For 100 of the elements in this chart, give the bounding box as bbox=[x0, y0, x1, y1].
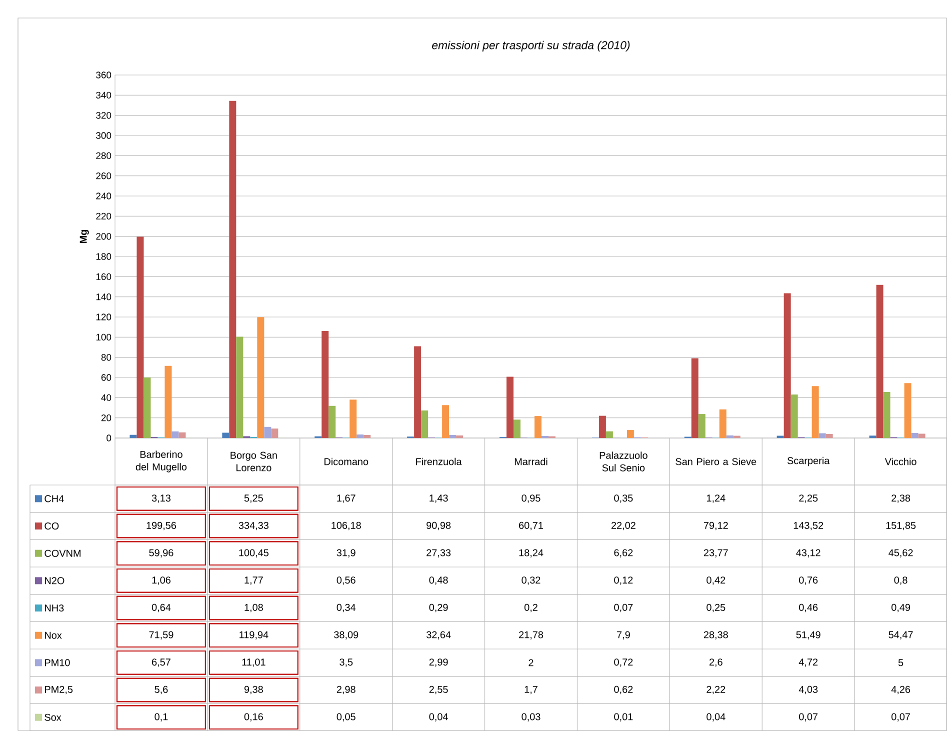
data-label: 0,35 bbox=[614, 494, 633, 503]
y-tick-label: 60 bbox=[101, 374, 112, 381]
data-label: 2 bbox=[528, 659, 534, 666]
data-label: 100,45 bbox=[239, 549, 268, 558]
y-tick-label: 280 bbox=[96, 152, 112, 160]
bar bbox=[130, 434, 137, 438]
data-label: 0,25 bbox=[706, 604, 726, 612]
data-label: 28,38 bbox=[704, 631, 728, 640]
data-label: 4,03 bbox=[798, 686, 818, 694]
y-tick-label: 200 bbox=[96, 232, 112, 240]
data-label: 334,33 bbox=[238, 522, 268, 530]
bar bbox=[414, 346, 422, 438]
data-label: 0,42 bbox=[706, 576, 726, 585]
bar bbox=[222, 432, 230, 438]
y-tick-label: 160 bbox=[96, 273, 112, 280]
bar bbox=[542, 436, 549, 438]
bar bbox=[449, 434, 456, 438]
y-tick-label: 240 bbox=[96, 192, 112, 200]
data-label: 0,12 bbox=[614, 576, 633, 585]
data-label: 2,98 bbox=[336, 686, 356, 694]
bar bbox=[322, 330, 329, 438]
data-label: 2,25 bbox=[799, 494, 818, 503]
y-axis-title: Mg bbox=[80, 230, 89, 244]
data-label: 4,72 bbox=[798, 658, 818, 667]
bar bbox=[698, 414, 706, 438]
data-label: 143,52 bbox=[794, 522, 824, 530]
data-label: 31,9 bbox=[336, 549, 356, 558]
bar bbox=[456, 435, 464, 438]
bar bbox=[784, 293, 791, 438]
data-label: 43,12 bbox=[796, 549, 820, 558]
x-tick-label: Dicomano bbox=[324, 458, 368, 466]
y-tick-label: 300 bbox=[96, 132, 112, 139]
bar bbox=[136, 236, 144, 438]
data-label: 1,67 bbox=[337, 494, 356, 503]
data-label: 0,01 bbox=[614, 713, 633, 722]
data-label: 0,48 bbox=[429, 576, 448, 585]
bar bbox=[826, 434, 833, 438]
legend-label: Sox bbox=[44, 714, 62, 721]
bar bbox=[790, 394, 798, 438]
legend-label: PM10 bbox=[45, 659, 70, 666]
data-label: 4,26 bbox=[891, 686, 910, 694]
y-tick-label: 140 bbox=[96, 293, 112, 300]
data-label: 6,57 bbox=[152, 658, 170, 667]
data-label: 59,96 bbox=[149, 549, 174, 558]
data-label: 1,43 bbox=[430, 494, 448, 503]
data-label: 119,94 bbox=[240, 631, 268, 640]
bar bbox=[719, 409, 726, 438]
data-label: 0,05 bbox=[336, 713, 356, 722]
data-label: 0,95 bbox=[522, 494, 540, 503]
x-tick-label: Firenzuola bbox=[416, 458, 462, 466]
data-label: 1,7 bbox=[524, 686, 538, 694]
legend-label: CH4 bbox=[44, 495, 64, 502]
data-label: 45,62 bbox=[888, 549, 913, 558]
data-label: 2,6 bbox=[709, 658, 722, 667]
bar bbox=[606, 431, 613, 438]
bar bbox=[918, 434, 926, 438]
bar bbox=[421, 410, 428, 438]
data-label: 3,5 bbox=[340, 658, 353, 667]
data-label: 0,29 bbox=[429, 604, 448, 612]
y-tick-label: 340 bbox=[96, 92, 112, 99]
data-label: 23,77 bbox=[704, 549, 728, 558]
data-label: 0,16 bbox=[244, 713, 263, 722]
data-label: 0,56 bbox=[336, 576, 356, 585]
bar bbox=[350, 400, 357, 438]
y-tick-label: 40 bbox=[101, 394, 112, 402]
legend-label: PM2,5 bbox=[45, 686, 73, 694]
data-label: 9,38 bbox=[244, 686, 263, 694]
bar bbox=[356, 434, 364, 438]
data-label: 54,47 bbox=[888, 631, 913, 640]
data-label: 0,34 bbox=[336, 604, 356, 612]
bar bbox=[506, 376, 514, 438]
data-label: 60,71 bbox=[519, 522, 543, 530]
bar bbox=[257, 317, 264, 438]
data-label: 0,8 bbox=[894, 576, 908, 585]
data-label: 0,72 bbox=[614, 658, 633, 667]
bar bbox=[812, 386, 819, 438]
data-label: 1,77 bbox=[244, 576, 263, 585]
data-label: 106,18 bbox=[332, 522, 361, 530]
x-tick-label: Borgo San Lorenzo bbox=[230, 452, 277, 472]
y-tick-label: 20 bbox=[101, 414, 112, 422]
data-label: 0,2 bbox=[524, 604, 538, 612]
bar bbox=[172, 431, 179, 438]
data-label: 5,25 bbox=[244, 494, 263, 503]
data-label: 5,6 bbox=[154, 686, 168, 694]
bar bbox=[328, 406, 336, 438]
legend-label: CO bbox=[44, 522, 59, 530]
data-label: 0,32 bbox=[522, 576, 540, 585]
data-label: 0,03 bbox=[522, 713, 540, 722]
data-label: 90,98 bbox=[426, 522, 451, 530]
data-label: 2,55 bbox=[429, 686, 448, 694]
legend-label: N2O bbox=[45, 577, 64, 584]
data-label: 0,49 bbox=[891, 604, 910, 612]
y-tick-label: 80 bbox=[101, 354, 112, 361]
data-label: 2,22 bbox=[706, 686, 726, 694]
bar bbox=[144, 378, 151, 438]
data-label: 0,46 bbox=[799, 604, 818, 612]
data-label: 5 bbox=[898, 659, 904, 666]
data-label: 1,08 bbox=[244, 604, 263, 612]
legend-label: Nox bbox=[45, 632, 62, 639]
data-label: 71,59 bbox=[149, 631, 174, 640]
